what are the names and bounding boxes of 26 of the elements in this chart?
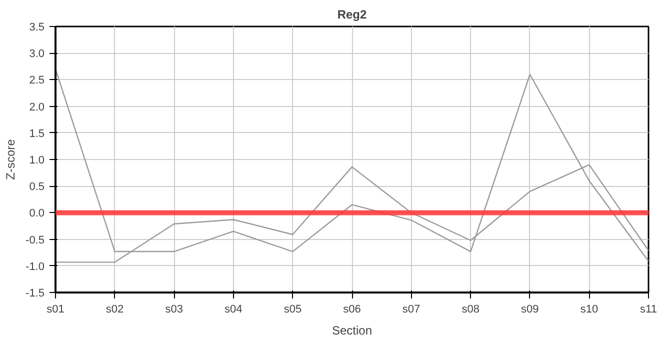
x-tick-label: s02 (106, 304, 124, 316)
x-tick-label: s10 (580, 304, 598, 316)
x-tick-label: s05 (284, 304, 302, 316)
x-tick-label: s03 (165, 304, 183, 316)
x-tick-label: s01 (46, 304, 64, 316)
chart-title: Reg2 (337, 8, 367, 22)
y-tick-label: 3.5 (29, 22, 45, 34)
y-tick-label: 2.5 (29, 74, 45, 87)
y-tick-label: 1.5 (29, 128, 45, 140)
x-tick-label: s07 (402, 304, 420, 316)
x-axis-title: Section (332, 324, 372, 338)
y-tick-label: 0.5 (29, 181, 45, 194)
x-tick-label: s04 (224, 304, 242, 316)
line-series (56, 68, 648, 262)
x-tick-label: s09 (521, 304, 539, 316)
x-tick-label: s11 (640, 304, 657, 316)
y-axis-title: Z-score (4, 138, 18, 180)
x-tick-label: s08 (462, 304, 480, 316)
y-tick-label: -1.0 (26, 260, 45, 273)
x-tick-label: s06 (343, 304, 361, 316)
y-tick-label: 2.0 (29, 101, 45, 114)
y-tick-label: 0.0 (29, 208, 45, 220)
y-tick-label: 1.0 (29, 154, 45, 166)
y-tick-label: 3.0 (29, 48, 45, 60)
y-tick-label: -0.5 (26, 234, 45, 246)
y-tick-label: -1.5 (26, 288, 45, 300)
